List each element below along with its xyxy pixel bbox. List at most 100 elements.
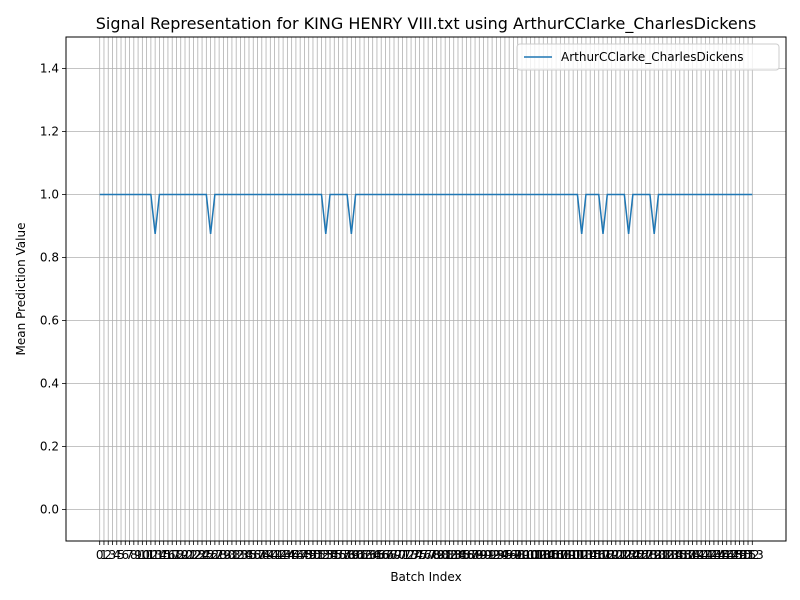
x-tick-label: 123 <box>613 548 636 562</box>
x-tick-label: 132 <box>651 548 674 562</box>
x-tick-label: 52 <box>314 548 329 562</box>
x-tick-label: 134 <box>660 548 683 562</box>
x-tick-label: 30 <box>220 548 235 562</box>
x-tick-label: 128 <box>634 548 657 562</box>
x-tick-label: 68 <box>382 548 397 562</box>
x-tick-label: 19 <box>173 548 188 562</box>
x-tick-label: 88 <box>467 548 482 562</box>
x-tick-label: 16 <box>160 548 175 562</box>
x-tick-label: 79 <box>429 548 444 562</box>
x-tick-label: 130 <box>643 548 666 562</box>
x-tick-label: 41 <box>267 548 282 562</box>
x-tick-label: 124 <box>617 548 640 562</box>
x-tick-label: 62 <box>357 548 372 562</box>
x-tick-label: 47 <box>293 548 308 562</box>
x-tick-label: 149 <box>724 548 747 562</box>
x-tick-label: 66 <box>374 548 389 562</box>
x-tick-label: 40 <box>263 548 278 562</box>
x-tick-label: 20 <box>177 548 192 562</box>
x-tick-label: 6 <box>121 548 129 562</box>
x-tick-label: 73 <box>403 548 418 562</box>
x-tick-label: 138 <box>677 548 700 562</box>
x-axis-label: Batch Index <box>390 570 461 584</box>
y-axis-ticks: 0.0 0.2 0.4 0.6 0.8 1.0 1.2 1.4 <box>40 62 66 517</box>
x-tick-label: 84 <box>450 548 465 562</box>
x-tick-label: 67 <box>378 548 393 562</box>
x-tick-label: 101 <box>519 548 542 562</box>
x-tick-label: 11 <box>139 548 154 562</box>
x-tick-label: 63 <box>361 548 376 562</box>
x-tick-label: 95 <box>497 548 512 562</box>
x-tick-label: 56 <box>331 548 346 562</box>
plot-area <box>65 36 787 542</box>
x-tick-label: 8 <box>130 548 138 562</box>
x-tick-label: 131 <box>647 548 670 562</box>
x-tick-label: 146 <box>711 548 734 562</box>
x-tick-label: 75 <box>412 548 427 562</box>
y-tick-label: 0.0 <box>40 503 59 517</box>
x-tick-label: 150 <box>728 548 751 562</box>
x-tick-label: 145 <box>707 548 730 562</box>
x-tick-label: 42 <box>271 548 286 562</box>
x-tick-label: 116 <box>583 548 606 562</box>
x-tick-label: 48 <box>297 548 312 562</box>
x-tick-label: 143 <box>698 548 721 562</box>
x-tick-label: 142 <box>694 548 717 562</box>
x-tick-label: 55 <box>327 548 342 562</box>
x-tick-label: 94 <box>493 548 508 562</box>
x-tick-label: 98 <box>510 548 525 562</box>
x-tick-label: 45 <box>284 548 299 562</box>
x-tick-label: 5 <box>117 548 125 562</box>
x-tick-label: 133 <box>656 548 679 562</box>
x-tick-label: 113 <box>570 548 593 562</box>
x-tick-label: 86 <box>459 548 474 562</box>
x-tick-label: 115 <box>579 548 602 562</box>
x-tick-label: 69 <box>386 548 401 562</box>
x-tick-label: 17 <box>165 548 180 562</box>
x-tick-label: 77 <box>420 548 435 562</box>
x-tick-label: 81 <box>438 548 453 562</box>
x-tick-label: 53 <box>318 548 333 562</box>
x-tick-label: 117 <box>587 548 610 562</box>
y-axis-label: Mean Prediction Value <box>14 223 28 356</box>
x-tick-label: 33 <box>233 548 248 562</box>
x-tick-label: 2 <box>104 548 112 562</box>
x-tick-label: 78 <box>425 548 440 562</box>
x-tick-label: 29 <box>216 548 231 562</box>
legend: ArthurCClarke_CharlesDickens <box>516 43 780 71</box>
x-tick-label: 96 <box>502 548 517 562</box>
x-tick-label: 31 <box>224 548 239 562</box>
x-tick-label: 125 <box>621 548 644 562</box>
x-tick-label: 36 <box>246 548 261 562</box>
x-tick-label: 100 <box>515 548 538 562</box>
x-tick-label: 76 <box>416 548 431 562</box>
y-tick-label: 0.2 <box>40 440 59 454</box>
legend-label: ArthurCClarke_CharlesDickens <box>561 50 743 64</box>
x-tick-label: 126 <box>626 548 649 562</box>
y-tick-label: 0.4 <box>40 377 59 391</box>
x-tick-label: 97 <box>506 548 521 562</box>
x-tick-label: 137 <box>673 548 696 562</box>
x-tick-label: 12 <box>143 548 158 562</box>
x-tick-label: 14 <box>152 548 167 562</box>
x-tick-label: 120 <box>600 548 623 562</box>
x-tick-label: 70 <box>391 548 406 562</box>
x-tick-label: 46 <box>288 548 303 562</box>
x-tick-label: 87 <box>463 548 478 562</box>
x-tick-label: 127 <box>630 548 653 562</box>
x-tick-label: 43 <box>275 548 290 562</box>
x-tick-label: 89 <box>472 548 487 562</box>
x-tick-label: 148 <box>720 548 743 562</box>
x-tick-label: 93 <box>489 548 504 562</box>
x-tick-label: 54 <box>322 548 337 562</box>
x-tick-label: 106 <box>540 548 563 562</box>
x-tick-label: 112 <box>566 548 589 562</box>
x-tick-label: 15 <box>156 548 171 562</box>
x-tick-label: 13 <box>148 548 163 562</box>
x-tick-label: 109 <box>553 548 576 562</box>
x-tick-label: 23 <box>190 548 205 562</box>
x-tick-label: 32 <box>229 548 244 562</box>
y-tick-label: 0.8 <box>40 251 59 265</box>
x-tick-label: 105 <box>536 548 559 562</box>
